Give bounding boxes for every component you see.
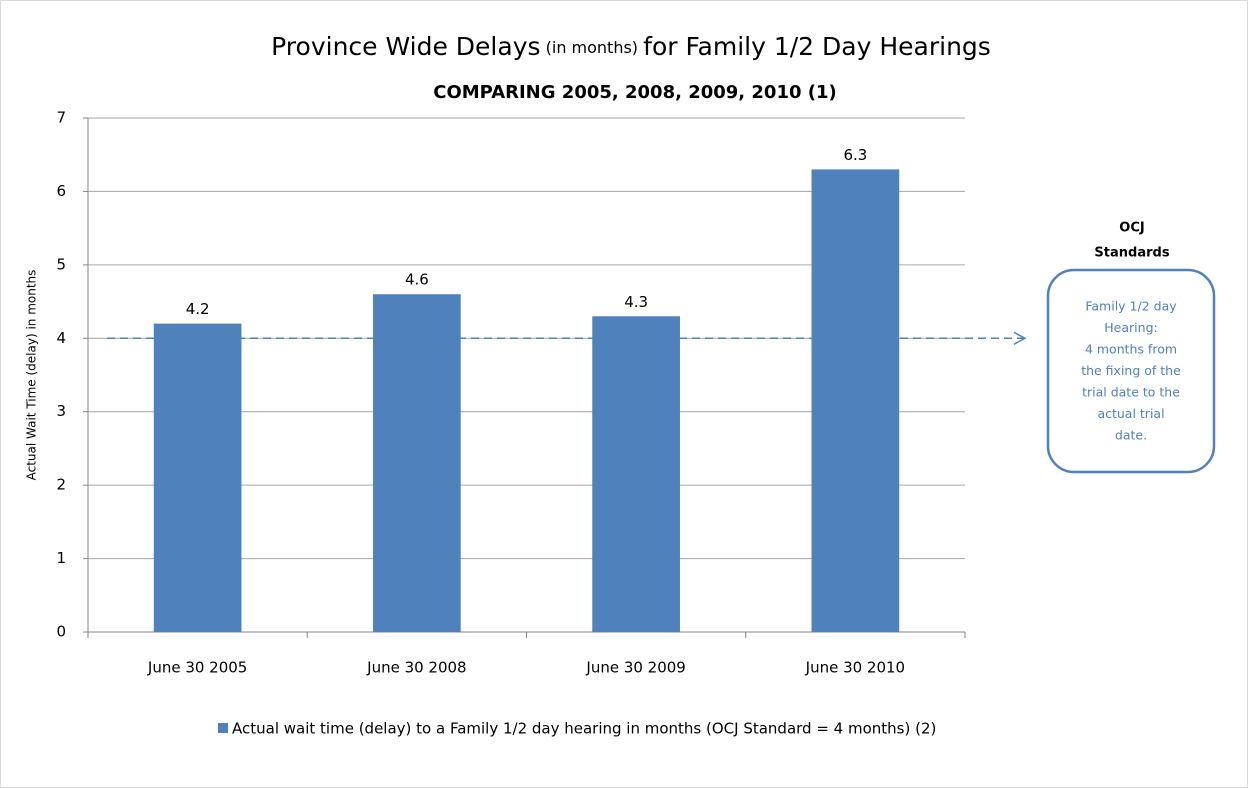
y-tick-label: 7 [56,109,66,127]
x-tick-label: June 30 2008 [366,659,466,677]
annotation-text: the fixing of the [1081,363,1181,378]
y-tick-label: 1 [56,549,66,567]
data-label: 6.3 [843,146,867,164]
annotation-heading: Standards [1094,246,1169,261]
annotation-text: Family 1/2 day [1085,299,1177,314]
y-tick-label: 2 [56,476,66,494]
chart-subtitle: COMPARING 2005, 2008, 2009, 2010 (1) [433,82,837,103]
bar [592,316,680,632]
bar [373,294,461,632]
y-tick-label: 4 [56,329,66,347]
y-tick-label: 3 [56,402,66,420]
legend-swatch [218,723,228,733]
data-label: 4.6 [405,271,429,289]
annotation-text: 4 months from [1085,342,1177,357]
bar [153,323,242,632]
data-label: 4.3 [624,293,648,311]
x-tick-label: June 30 2005 [147,659,247,677]
annotation-text: trial date to the [1082,385,1180,400]
annotation-text: Hearing: [1104,320,1157,335]
bar [811,169,900,632]
chart-title: Province Wide Delays (in months) for Fam… [271,32,991,61]
x-tick-label: June 30 2009 [585,659,685,677]
annotation-heading: OCJ [1119,221,1144,236]
annotation-text: date. [1115,428,1147,443]
y-axis-label: Actual Wait Time (delay) in months [25,270,39,481]
annotation-box [1046,268,1216,474]
data-label: 4.2 [186,300,210,318]
y-tick-label: 5 [56,255,66,273]
y-tick-label: 0 [56,623,66,641]
x-tick-label: June 30 2010 [805,659,905,677]
annotation-text: actual trial [1097,406,1164,421]
y-tick-label: 6 [56,182,66,200]
legend-label: Actual wait time (delay) to a Family 1/2… [232,720,936,738]
